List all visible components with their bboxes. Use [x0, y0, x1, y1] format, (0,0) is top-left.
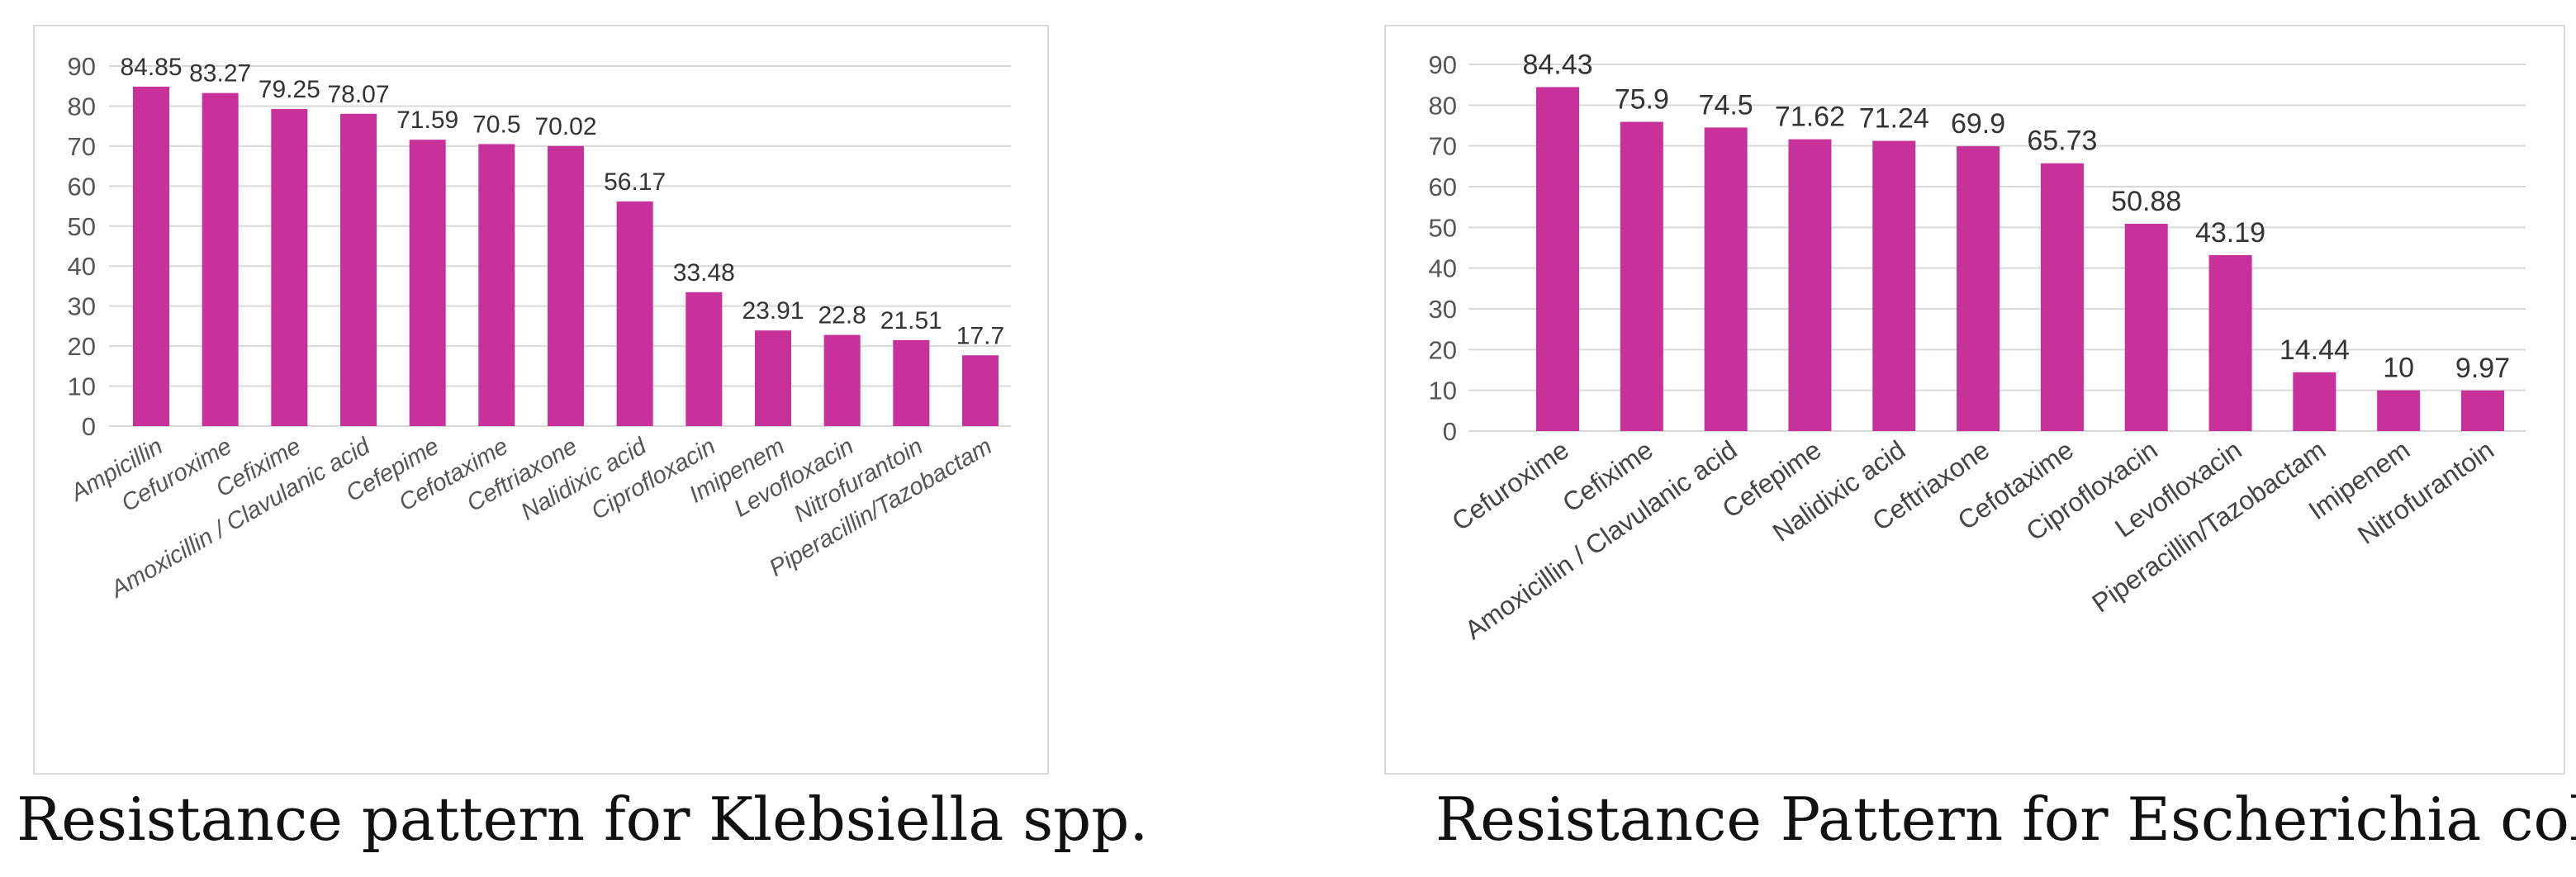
data-label: 10 — [2383, 353, 2414, 384]
data-label: 14.44 — [2279, 334, 2350, 366]
bar — [616, 201, 653, 426]
data-label: 17.7 — [956, 322, 1004, 349]
bar — [1872, 140, 1916, 432]
bar — [2040, 163, 2084, 431]
data-label: 33.48 — [673, 259, 735, 287]
data-label: 71.24 — [1859, 103, 1929, 135]
ecoli-chart-panel: 0 10 20 30 40 50 60 70 80 90 84.43 Cefuroxime 75.9 Ce… — [1384, 25, 2565, 775]
data-label: 71.59 — [396, 107, 458, 134]
y-tick-label: 90 — [1429, 50, 1457, 79]
y-tick-label: 70 — [1429, 132, 1457, 161]
data-label: 56.17 — [604, 168, 666, 196]
data-label: 21.51 — [880, 307, 942, 334]
data-label: 74.5 — [1699, 89, 1753, 121]
data-label: 23.91 — [742, 297, 804, 325]
y-tick-label: 0 — [82, 412, 96, 441]
bar — [2124, 223, 2168, 431]
y-tick-label: 20 — [68, 332, 96, 361]
y-tick-label: 80 — [1429, 91, 1457, 120]
data-label: 79.25 — [259, 76, 320, 103]
bar — [823, 334, 861, 426]
data-label: 69.9 — [1951, 108, 2005, 140]
data-label: 70.5 — [472, 111, 520, 138]
bar — [478, 144, 515, 426]
data-label: 75.9 — [1615, 84, 1669, 116]
bar — [409, 140, 446, 426]
data-label: 83.27 — [189, 60, 251, 88]
data-label: 78.07 — [327, 81, 389, 108]
data-label: 22.8 — [818, 302, 866, 329]
y-tick-label: 30 — [68, 292, 96, 321]
bar — [2293, 372, 2336, 431]
y-tick-label: 40 — [68, 252, 96, 281]
data-label: 9.97 — [2455, 353, 2510, 384]
y-tick-label: 50 — [1429, 213, 1457, 242]
bar — [1788, 139, 1832, 431]
y-tick-label: 80 — [68, 92, 96, 121]
bar — [686, 292, 723, 426]
bar — [1704, 127, 1748, 431]
data-label: 70.02 — [534, 113, 596, 140]
bar — [271, 109, 308, 427]
bar — [1536, 87, 1579, 431]
bar — [893, 339, 930, 426]
bar — [962, 355, 999, 426]
klebsiella-chart-caption: Resistance pattern for Klebsiella spp. — [17, 785, 1149, 854]
y-tick-label: 10 — [1429, 377, 1457, 405]
ecoli-chart-caption: Resistance Pattern for Escherichia coli — [1435, 785, 2576, 854]
bar — [2377, 390, 2421, 431]
y-tick-label: 90 — [68, 52, 96, 81]
bar — [2208, 254, 2252, 431]
bar — [755, 330, 791, 426]
y-tick-label: 0 — [1443, 417, 1457, 446]
data-label: 71.62 — [1775, 102, 1845, 133]
data-label: 43.19 — [2195, 217, 2265, 249]
x-tick-label: Cefuroxime — [1446, 434, 1574, 536]
bar — [1957, 146, 2000, 431]
y-tick-label: 10 — [68, 372, 96, 401]
y-tick-label: 60 — [68, 172, 96, 201]
bar — [548, 145, 584, 427]
bar — [133, 86, 169, 427]
y-tick-label: 70 — [68, 132, 96, 161]
data-label: 65.73 — [2027, 126, 2097, 157]
bar — [1620, 121, 1663, 431]
bar — [340, 113, 377, 426]
data-label: 84.85 — [120, 54, 182, 81]
bar — [202, 92, 239, 426]
data-label: 84.43 — [1522, 49, 1592, 80]
y-tick-label: 50 — [68, 212, 96, 241]
y-tick-label: 40 — [1429, 254, 1457, 283]
y-tick-label: 60 — [1429, 173, 1457, 201]
bar — [2461, 390, 2504, 431]
klebsiella-chart-panel: 0 10 20 30 40 50 60 70 80 90 84.85 Ampicillin 83.27 C… — [33, 25, 1049, 775]
data-label: 50.88 — [2111, 186, 2181, 217]
y-tick-label: 30 — [1429, 295, 1457, 324]
y-tick-label: 20 — [1429, 335, 1457, 364]
